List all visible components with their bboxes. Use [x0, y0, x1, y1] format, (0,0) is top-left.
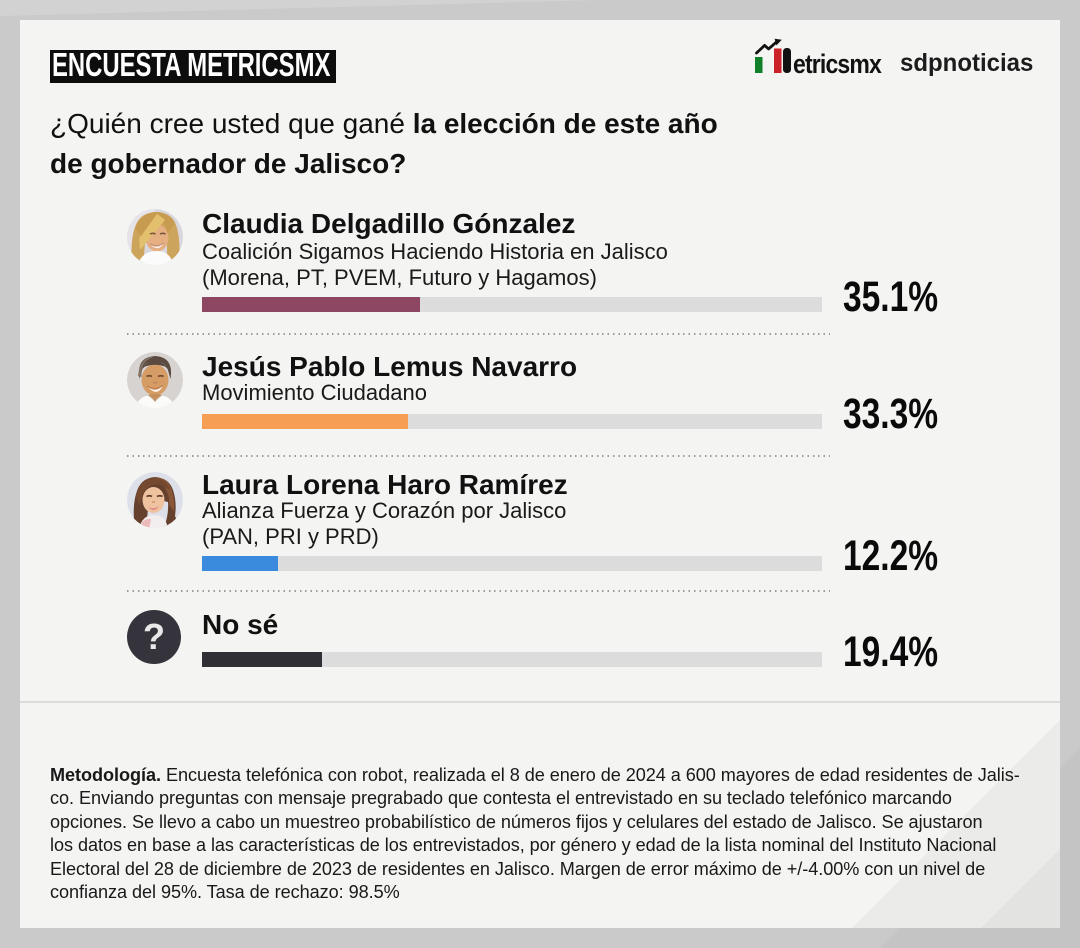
svg-text:etricsmx: etricsmx [793, 49, 882, 78]
